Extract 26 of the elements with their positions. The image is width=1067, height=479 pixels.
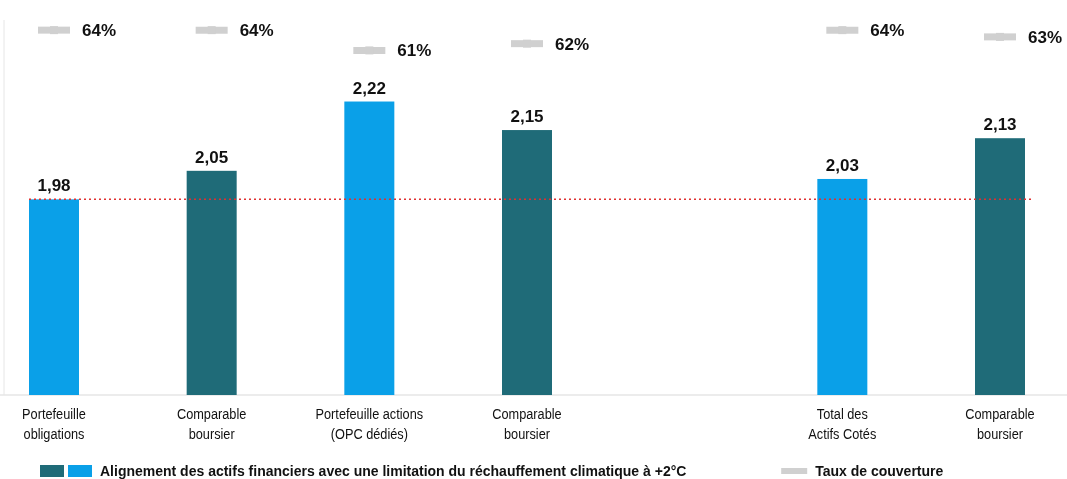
- data-label: 62%: [555, 34, 590, 54]
- data-label: 2,05: [195, 147, 229, 167]
- data-label: 61%: [397, 41, 432, 61]
- data-label: 63%: [1028, 27, 1063, 47]
- x-tick-label: Comparable boursier: [965, 404, 1035, 443]
- legend-label: Taux de couverture: [815, 463, 944, 479]
- x-tick-label: Total des Actifs Cotés: [808, 404, 877, 443]
- point: [50, 26, 58, 35]
- point: [365, 46, 374, 55]
- data-label: 2,13: [983, 115, 1017, 135]
- point: [207, 26, 216, 35]
- x-tick-label: Comparable boursier: [176, 404, 247, 443]
- x-tick-label: Portefeuille actions (OPC dédiés): [315, 404, 424, 443]
- data-label: 64%: [239, 21, 274, 41]
- x-tick-label: Portefeuille obligations: [22, 404, 87, 443]
- point: [523, 39, 531, 48]
- legend-label: Alignement des actifs financiers avec une limitation du réchauffement climatique à +2°C: [100, 463, 687, 479]
- data-label: 2,03: [825, 155, 859, 175]
- x-tick-label: Comparable boursier: [492, 404, 562, 443]
- point: [996, 32, 1004, 41]
- data-label: 64%: [82, 21, 117, 41]
- data-label: 2,15: [510, 107, 544, 127]
- data-label: 1,98: [37, 176, 71, 196]
- point: [838, 26, 847, 35]
- data-label: 64%: [870, 21, 905, 41]
- data-label: 2,22: [352, 78, 386, 98]
